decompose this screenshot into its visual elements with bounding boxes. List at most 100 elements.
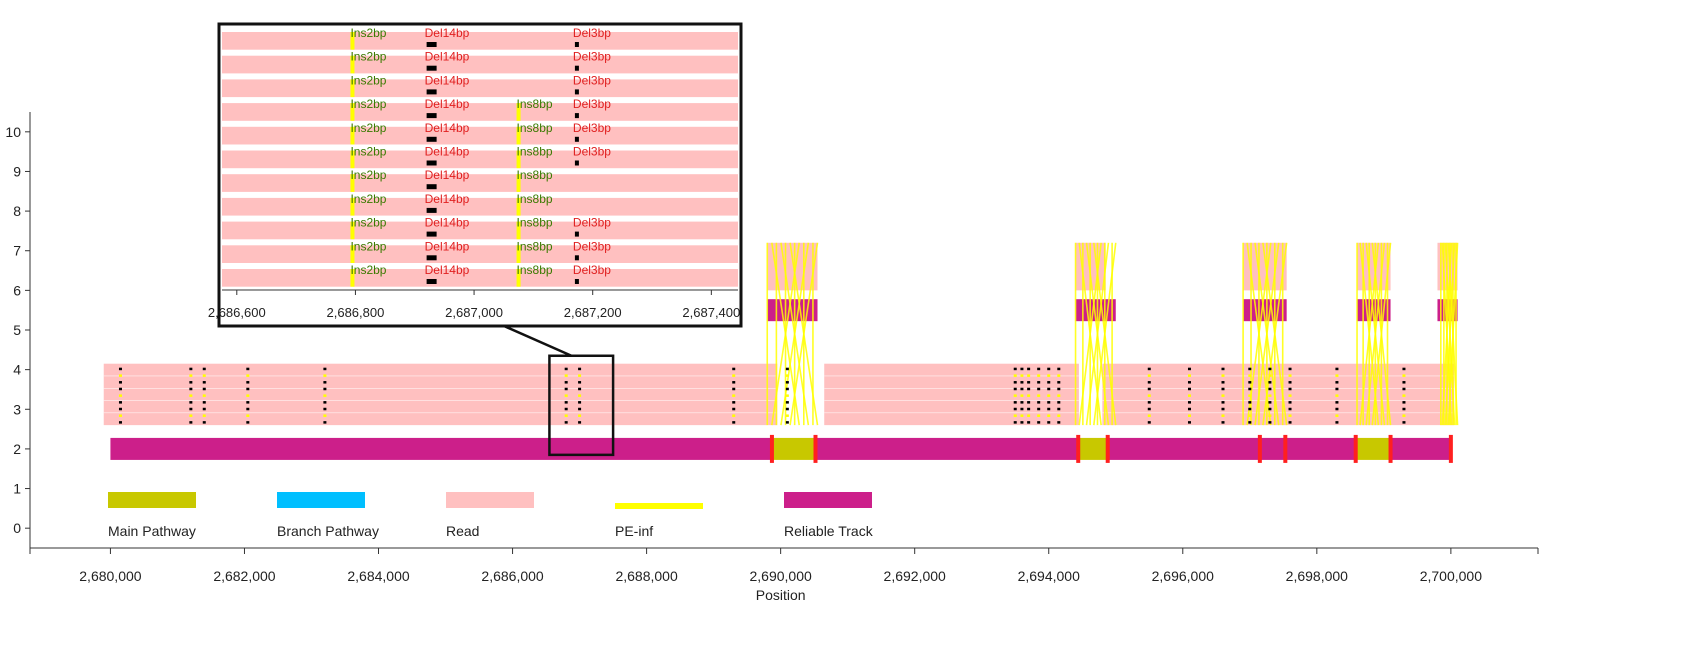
inset-insertion-mark	[350, 221, 355, 240]
inset-variant-label: Del14bp	[425, 73, 470, 87]
indel-mark	[1013, 381, 1017, 384]
pe-inf-line	[1365, 242, 1386, 426]
inset-deletion-mark	[426, 207, 437, 213]
pe-inf-line	[1441, 242, 1453, 426]
inset-read-row	[222, 269, 738, 287]
inset-deletion-mark	[574, 89, 579, 95]
indel-mark	[1020, 421, 1024, 424]
indel-mark	[578, 421, 582, 424]
x-tick-label: 2,694,000	[1018, 568, 1080, 584]
indel-mark	[1335, 387, 1339, 391]
inset-deletion-mark	[426, 184, 437, 190]
indel-mark	[1221, 401, 1225, 404]
indel-mark	[1147, 387, 1151, 391]
indel-mark	[1187, 387, 1191, 391]
inset-variant-label: Ins2bp	[350, 145, 386, 159]
indel-mark	[189, 367, 193, 371]
indel-mark	[189, 387, 193, 391]
indel-mark	[1037, 381, 1041, 384]
indel-mark	[323, 381, 327, 384]
inset-deletion-mark	[426, 136, 437, 142]
inset-deletion-mark	[574, 113, 579, 119]
inset-deletion-mark	[426, 65, 437, 71]
inset-deletion-mark	[574, 42, 579, 47]
indel-mark	[1268, 421, 1272, 424]
inset-x-tick-label: 2,686,600	[208, 305, 266, 320]
indel-mark	[1268, 387, 1272, 391]
inset-insertion-mark	[516, 174, 521, 192]
indel-mark	[1057, 401, 1061, 404]
indel-mark	[323, 367, 327, 371]
indel-mark	[1187, 414, 1191, 417]
inset-insertion-mark	[516, 126, 521, 145]
indel-mark	[246, 394, 250, 397]
pe-inf-line	[1447, 242, 1459, 426]
indel-mark	[1020, 374, 1024, 377]
pe-inf-line	[1254, 242, 1280, 426]
indel-mark	[246, 381, 250, 384]
main-reliable-segment	[110, 437, 771, 460]
indel-mark	[202, 367, 206, 371]
indel-mark	[1047, 401, 1051, 404]
indel-mark	[1027, 387, 1031, 391]
indel-mark	[1037, 407, 1041, 411]
inset-variant-label: Del14bp	[425, 239, 470, 253]
indel-mark	[118, 367, 122, 371]
indel-mark	[1013, 374, 1017, 377]
legend-swatch	[277, 492, 365, 508]
inset-variant-label: Del3bp	[573, 145, 611, 159]
upper-reliable-segment	[1243, 299, 1287, 322]
indel-mark	[1187, 421, 1191, 424]
junction-mark	[1353, 434, 1358, 463]
main-reliable-segment	[1109, 437, 1358, 460]
indel-mark	[246, 387, 250, 391]
indel-mark	[246, 407, 250, 411]
upper-reliable-segment	[1075, 299, 1116, 322]
indel-mark	[1268, 381, 1272, 384]
indel-mark	[1402, 401, 1406, 404]
pe-inf-line	[1359, 242, 1380, 426]
read-block	[824, 363, 1079, 426]
pe-inf-line	[789, 242, 819, 426]
inset-variant-label: Ins8bp	[517, 168, 553, 182]
indel-mark	[1037, 421, 1041, 424]
indel-mark	[1335, 374, 1339, 377]
indel-mark	[1047, 414, 1051, 417]
legend-swatch	[446, 492, 534, 508]
inset-variant-label: Ins2bp	[350, 73, 386, 87]
indel-mark	[564, 407, 568, 411]
inset-variant-label: Del14bp	[425, 216, 470, 230]
indel-mark	[732, 421, 736, 424]
inset-deletion-mark	[426, 255, 437, 261]
inset-insertion-mark	[350, 174, 355, 192]
x-tick-label: 2,684,000	[347, 568, 409, 584]
indel-mark	[732, 394, 736, 397]
indel-mark	[1057, 394, 1061, 397]
indel-mark	[1248, 387, 1252, 391]
indel-mark	[578, 401, 582, 404]
inset-insertion-mark	[516, 221, 521, 240]
inset-insertion-mark	[516, 269, 521, 287]
indel-mark	[1047, 381, 1051, 384]
legend: Main Pathway Branch Pathway Read PE-inf Reli…	[108, 492, 874, 539]
indel-mark	[1047, 407, 1051, 411]
indel-mark	[564, 414, 568, 417]
indel-mark	[564, 421, 568, 424]
inset-read-row	[222, 174, 738, 192]
inset-variant-label: Del3bp	[573, 263, 611, 277]
indel-mark	[1402, 387, 1406, 391]
indel-mark	[202, 414, 206, 417]
indel-mark	[1248, 367, 1252, 371]
indel-mark	[1147, 394, 1151, 397]
y-tick-label: 5	[13, 322, 21, 338]
indel-mark	[1187, 367, 1191, 371]
indel-mark	[785, 407, 789, 411]
inset-read-row	[222, 245, 738, 263]
indel-mark	[578, 394, 582, 397]
indel-mark	[732, 407, 736, 411]
indel-mark	[202, 407, 206, 411]
indel-mark	[1013, 414, 1017, 417]
legend-label: Branch Pathway	[277, 523, 379, 539]
inset-variant-label: Del14bp	[425, 263, 470, 277]
indel-mark	[732, 381, 736, 384]
